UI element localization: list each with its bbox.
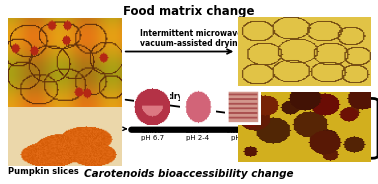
Text: Carotenoids bioaccessibility change: Carotenoids bioaccessibility change <box>84 169 294 179</box>
Text: Hot air drying: Hot air drying <box>136 92 196 101</box>
Text: Pumpkin slices: Pumpkin slices <box>8 167 78 176</box>
Text: Saliva
pH 6.7: Saliva pH 6.7 <box>141 128 164 141</box>
Text: Intestinal
pH 6.3: Intestinal pH 6.3 <box>226 128 259 141</box>
Text: Intermittent microwave
vacuum-assisted drying: Intermittent microwave vacuum-assisted d… <box>140 29 243 48</box>
Text: Food matrix change: Food matrix change <box>123 5 255 18</box>
FancyBboxPatch shape <box>282 98 378 158</box>
Text: Analysis of
carotenoids
digestion: Analysis of carotenoids digestion <box>299 112 360 145</box>
Text: Gastric
pH 2-4: Gastric pH 2-4 <box>185 128 210 141</box>
